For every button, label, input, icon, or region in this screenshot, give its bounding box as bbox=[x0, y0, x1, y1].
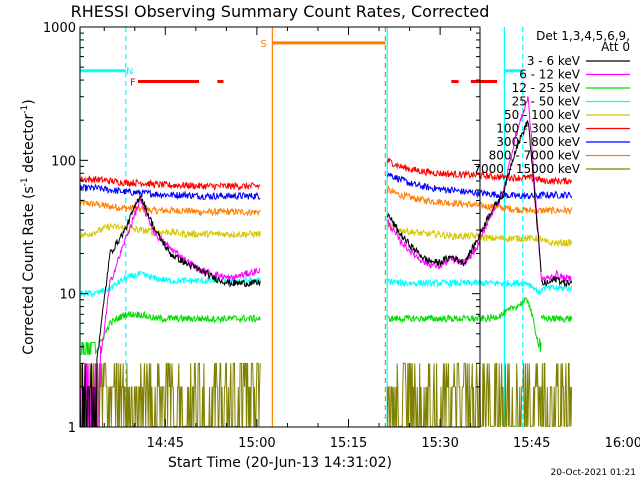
plot-frame bbox=[79, 26, 481, 428]
y-tick-label: 1 bbox=[68, 421, 76, 436]
series-line bbox=[386, 96, 542, 277]
state-lines bbox=[79, 27, 524, 427]
series-lines bbox=[79, 96, 573, 427]
series-line bbox=[386, 120, 542, 273]
legend-label: 100 - 300 keV bbox=[496, 122, 580, 136]
y-tick-label: 10 bbox=[59, 288, 76, 303]
x-axis: 14:45 15:00 15:15 15:30 15:45 16:00 bbox=[103, 27, 640, 451]
series-line bbox=[386, 220, 542, 244]
series-line bbox=[79, 362, 261, 427]
series-line bbox=[79, 222, 261, 240]
legend-label: 800 - 7000 keV bbox=[489, 149, 581, 163]
x-tick-label: 15:30 bbox=[421, 436, 458, 451]
series-line bbox=[541, 362, 573, 427]
x-tick-label: 16:00 bbox=[605, 436, 640, 451]
series-line bbox=[541, 276, 573, 287]
y-axis-title-mid: detector bbox=[21, 114, 37, 178]
series-line bbox=[79, 183, 261, 201]
state-label: S bbox=[260, 39, 266, 50]
legend-label: 3 - 6 keV bbox=[527, 54, 581, 68]
series-line bbox=[386, 157, 542, 184]
y-axis-title: Corrected Count Rate (s-1 detector-1) bbox=[20, 99, 37, 354]
legend-label: 7000 - 15000 keV bbox=[473, 162, 580, 176]
y-axis-title-main: Corrected Count Rate (s bbox=[21, 186, 37, 354]
series-line bbox=[79, 194, 261, 427]
series-line bbox=[387, 296, 542, 352]
state-label: F bbox=[130, 78, 136, 89]
series-line bbox=[540, 314, 573, 324]
series-line bbox=[79, 175, 261, 192]
legend-header-1: Det 1,3,4,5,6,9, bbox=[536, 29, 630, 43]
x-axis-title: Start Time (20-Jun-13 14:31:02) bbox=[168, 455, 392, 471]
state-label: N bbox=[126, 67, 133, 78]
x-tick-label: 14:45 bbox=[147, 436, 184, 451]
plot-area: NF S 1 10 100 1000 14:45 15:00 15:15 15:30 15:45… bbox=[43, 21, 640, 451]
x-tick-label: 15:45 bbox=[513, 436, 550, 451]
series-line bbox=[386, 172, 542, 200]
y-axis-title-sup1: -1 bbox=[20, 177, 30, 186]
series-line bbox=[386, 185, 542, 215]
series-line bbox=[540, 205, 573, 216]
series-line bbox=[540, 176, 573, 185]
state-bars: NF S bbox=[80, 39, 523, 89]
x-tick-label: 15:15 bbox=[330, 436, 367, 451]
legend-label: 300 - 800 keV bbox=[496, 135, 580, 149]
y-tick-label: 100 bbox=[51, 154, 76, 169]
legend-label: 6 - 12 keV bbox=[519, 68, 581, 82]
series-line bbox=[80, 310, 261, 355]
legend-label: 50 - 100 keV bbox=[504, 108, 581, 122]
series-line bbox=[540, 269, 573, 283]
legend-label: 12 - 25 keV bbox=[512, 81, 581, 95]
footer-timestamp: 20-Oct-2021 01:21 bbox=[551, 468, 636, 478]
series-line bbox=[386, 362, 542, 427]
series-line bbox=[79, 198, 261, 217]
legend-header-2: Att 0 bbox=[601, 40, 630, 54]
series-line bbox=[540, 236, 573, 248]
x-tick-label: 15:00 bbox=[238, 436, 275, 451]
legend-label: 25 - 50 keV bbox=[512, 95, 581, 109]
y-axis-title-sup2: -1 bbox=[20, 105, 30, 114]
chart-title: RHESSI Observing Summary Count Rates, Co… bbox=[71, 2, 490, 21]
y-axis: 1 10 100 1000 bbox=[43, 21, 480, 436]
series-line bbox=[540, 190, 573, 200]
series-line bbox=[386, 277, 542, 295]
y-tick-label: 1000 bbox=[43, 21, 76, 36]
y-axis-title-end: ) bbox=[21, 99, 37, 104]
series-line bbox=[79, 198, 261, 427]
